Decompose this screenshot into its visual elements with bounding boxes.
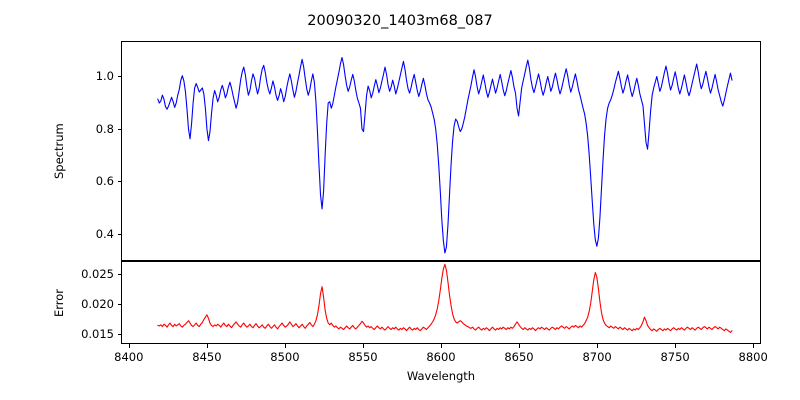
x-tick-mark [597,344,599,348]
error-ytick-label: 0.015 [81,327,114,342]
spectrum-y-axis-label: Spectrum [52,123,66,179]
spectrum-ytick-label: 0.4 [95,226,114,241]
error-ytick-label: 0.025 [81,267,114,282]
error-axes [121,261,761,344]
spectrum-line [158,58,732,253]
x-tick-label: 8400 [114,350,144,364]
error-line [158,264,732,332]
x-tick-mark [441,344,442,348]
x-tick-label: 8600 [426,350,456,364]
x-tick-label: 8700 [582,350,612,364]
error-plot-area [122,262,760,343]
spectrum-plot-area [122,42,760,260]
x-tick-mark [128,344,130,348]
x-tick-label: 8550 [348,350,378,364]
x-tick-label: 8450 [192,350,222,364]
x-tick-label: 8800 [738,350,768,364]
x-axis-label: Wavelength [406,369,476,383]
x-tick-mark [284,344,286,348]
x-tick-mark [675,344,677,348]
x-tick-label: 8500 [270,350,300,364]
figure-title: 20090320_1403m68_087 [307,13,493,29]
x-tick-label: 8650 [504,350,534,364]
spectrum-axes [121,41,761,261]
x-tick-mark [206,344,208,348]
spectrum-ytick-label: 1.0 [95,69,114,84]
x-tick-label: 8750 [660,350,690,364]
x-tick-mark [519,344,520,348]
x-tick-mark [753,344,755,348]
error-y-axis-label: Error [52,288,66,317]
x-tick-mark [363,344,364,348]
